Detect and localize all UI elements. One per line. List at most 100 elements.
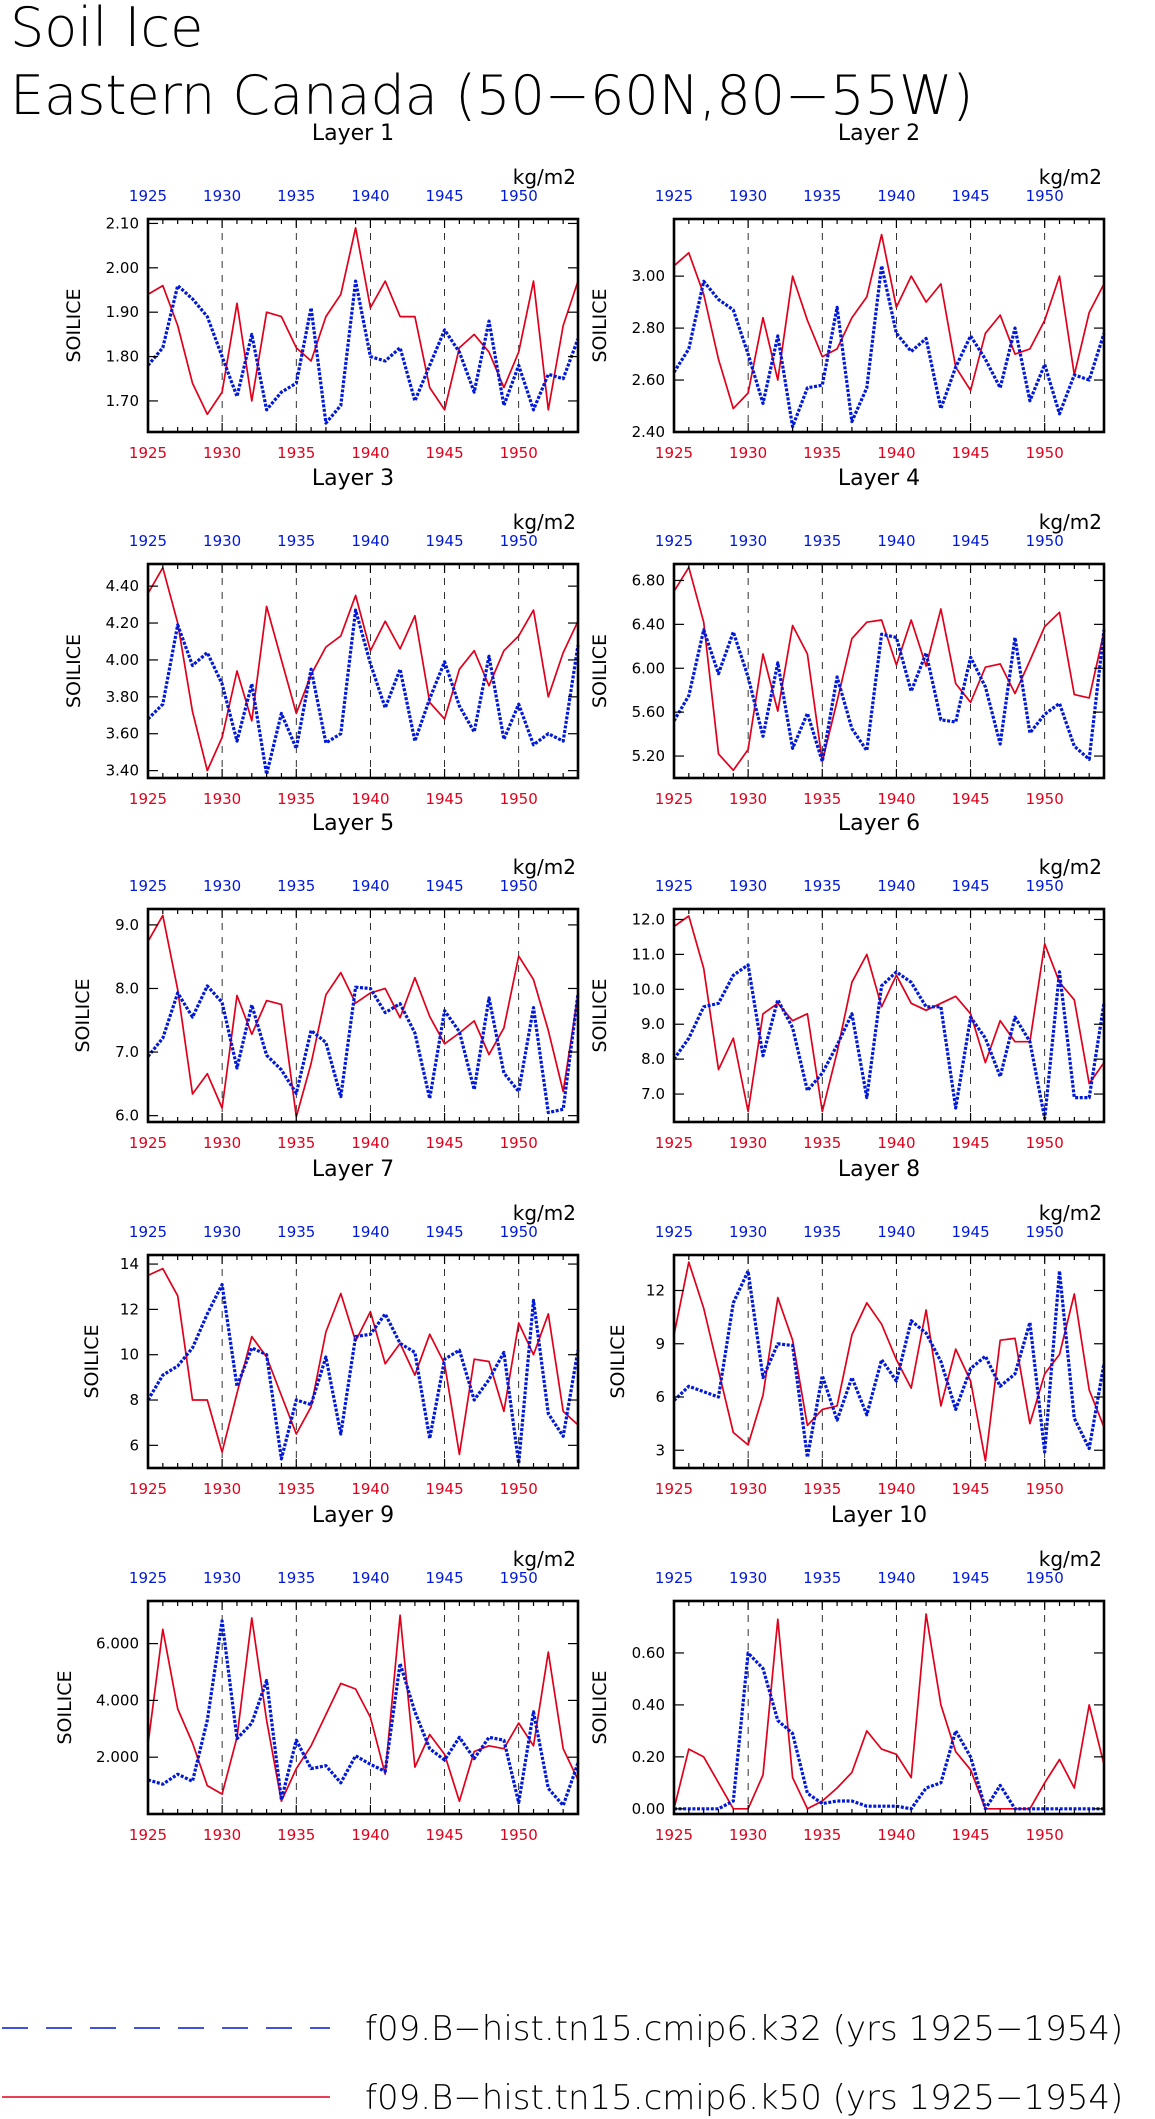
x-tick-label-top: 1935	[803, 877, 841, 895]
x-tick-label-bottom: 1945	[951, 444, 989, 462]
y-tick-label: 3.00	[632, 267, 665, 285]
series-line-k32	[146, 984, 580, 1115]
y-tick-label: 5.60	[632, 703, 665, 721]
unit-label: kg/m2	[1039, 1201, 1102, 1225]
x-tick-label-top: 1945	[951, 187, 989, 205]
unit-label: kg/m2	[1039, 510, 1102, 534]
x-tick-label-bottom: 1935	[277, 1480, 315, 1498]
y-tick-label: 2.60	[632, 371, 665, 389]
y-tick-label: 7.0	[641, 1085, 665, 1103]
panel-title: Layer 9	[312, 1503, 394, 1528]
plot-frame	[146, 1253, 580, 1470]
x-tick-label-top: 1930	[729, 532, 767, 550]
chart-panel: Layer 7 kg/m2 1925 1925 1930 1930 1935 1935 1940…	[81, 1157, 580, 1498]
y-axis-label: SOILICE	[589, 978, 611, 1052]
x-tick-label-bottom: 1935	[803, 1480, 841, 1498]
x-tick-label-bottom: 1935	[277, 1826, 315, 1844]
unit-label: kg/m2	[513, 165, 576, 189]
legend-label-series1: f09.B−hist.tn15.cmip6.k32 (yrs 1925−1954…	[365, 2009, 1123, 2049]
y-tick-label: 6	[655, 1388, 665, 1406]
x-tick-label-top: 1940	[877, 1223, 915, 1241]
series-line-k50	[147, 1267, 579, 1456]
x-tick-label-bottom: 1940	[351, 1826, 389, 1844]
x-tick-label-top: 1940	[877, 532, 915, 550]
series-line-k50	[147, 227, 579, 416]
x-tick-label-top: 1925	[655, 187, 693, 205]
x-tick-label-top: 1925	[655, 1223, 693, 1241]
chart-panel: Layer 8 kg/m2 1925 1925 1930 1930 1935 1935 1940…	[607, 1157, 1106, 1498]
x-tick-label-bottom: 1935	[803, 1134, 841, 1152]
plot-frame	[672, 562, 1106, 780]
chart-panel: Layer 3 kg/m2 1925 1925 1930 1930 1935 1935 1940…	[63, 466, 580, 808]
x-tick-label-top: 1935	[803, 1569, 841, 1587]
panel-grid: Layer 1 kg/m2 1925 1925 1930 1930 1935 1935 1940…	[54, 121, 1106, 1844]
x-tick-label-top: 1945	[425, 187, 463, 205]
x-tick-label-top: 1930	[203, 1569, 241, 1587]
x-tick-label-top: 1940	[351, 877, 389, 895]
y-tick-label: 2.10	[106, 214, 139, 232]
x-tick-label-top: 1930	[729, 877, 767, 895]
x-tick-label-top: 1930	[729, 187, 767, 205]
chart-panel: Layer 2 kg/m2 1925 1925 1930 1930 1935 1935 1940…	[589, 121, 1106, 462]
panel-title: Layer 4	[838, 466, 920, 491]
x-tick-label-bottom: 1925	[129, 1826, 167, 1844]
x-tick-label-top: 1935	[277, 1223, 315, 1241]
unit-label: kg/m2	[513, 855, 576, 879]
plot-frame	[672, 217, 1106, 434]
x-tick-label-bottom: 1940	[877, 1826, 915, 1844]
x-tick-label-bottom: 1930	[729, 1134, 767, 1152]
x-tick-label-bottom: 1935	[803, 1826, 841, 1844]
x-tick-label-bottom: 1945	[425, 1134, 463, 1152]
y-tick-label: 6.0	[115, 1107, 139, 1125]
plot-frame	[672, 1253, 1106, 1470]
x-tick-label-bottom: 1930	[203, 444, 241, 462]
y-axis-label: SOILICE	[63, 288, 85, 362]
panel-title: Layer 6	[838, 811, 920, 836]
y-axis-label: SOILICE	[589, 288, 611, 362]
x-tick-label-bottom: 1940	[877, 444, 915, 462]
x-tick-label-bottom: 1950	[500, 1134, 538, 1152]
x-tick-label-bottom: 1945	[951, 1480, 989, 1498]
x-tick-label-top: 1935	[277, 187, 315, 205]
y-tick-label: 2.000	[96, 1748, 139, 1766]
series-line-k50	[147, 566, 579, 772]
x-tick-label-top: 1940	[351, 1223, 389, 1241]
x-tick-label-top: 1925	[655, 1569, 693, 1587]
y-tick-label: 1.80	[106, 348, 139, 366]
plot-frame	[146, 907, 580, 1124]
y-tick-label: 4.000	[96, 1691, 139, 1709]
x-tick-label-top: 1930	[729, 1223, 767, 1241]
series-line-k32	[146, 1282, 580, 1466]
y-axis-label: SOILICE	[72, 978, 94, 1052]
x-tick-label-bottom: 1950	[1026, 1134, 1064, 1152]
y-tick-label: 4.20	[106, 614, 139, 632]
x-tick-label-top: 1930	[203, 877, 241, 895]
y-tick-label: 12	[646, 1282, 665, 1300]
x-tick-label-top: 1935	[803, 187, 841, 205]
x-tick-label-top: 1945	[951, 877, 989, 895]
x-tick-label-top: 1930	[203, 1223, 241, 1241]
x-tick-label-bottom: 1940	[877, 1480, 915, 1498]
x-tick-label-top: 1935	[277, 877, 315, 895]
x-tick-label-top: 1950	[500, 877, 538, 895]
y-tick-label: 3.40	[106, 762, 139, 780]
y-tick-label: 10	[120, 1346, 139, 1364]
y-tick-label: 0.20	[632, 1748, 665, 1766]
x-tick-label-bottom: 1925	[129, 790, 167, 808]
x-tick-label-top: 1940	[877, 877, 915, 895]
x-tick-label-top: 1945	[951, 1223, 989, 1241]
x-tick-label-top: 1930	[729, 1569, 767, 1587]
x-tick-label-bottom: 1940	[351, 1480, 389, 1498]
x-tick-label-top: 1940	[877, 1569, 915, 1587]
series-line-k32	[146, 279, 580, 425]
unit-label: kg/m2	[1039, 855, 1102, 879]
x-tick-label-bottom: 1945	[425, 1826, 463, 1844]
x-tick-label-top: 1935	[277, 1569, 315, 1587]
y-tick-label: 12.0	[632, 910, 665, 928]
x-tick-label-top: 1945	[425, 532, 463, 550]
y-tick-label: 14	[120, 1255, 139, 1273]
y-tick-label: 2.00	[106, 259, 139, 277]
x-tick-label-top: 1950	[1026, 877, 1064, 895]
x-tick-label-bottom: 1945	[951, 1134, 989, 1152]
x-tick-label-top: 1950	[1026, 1569, 1064, 1587]
